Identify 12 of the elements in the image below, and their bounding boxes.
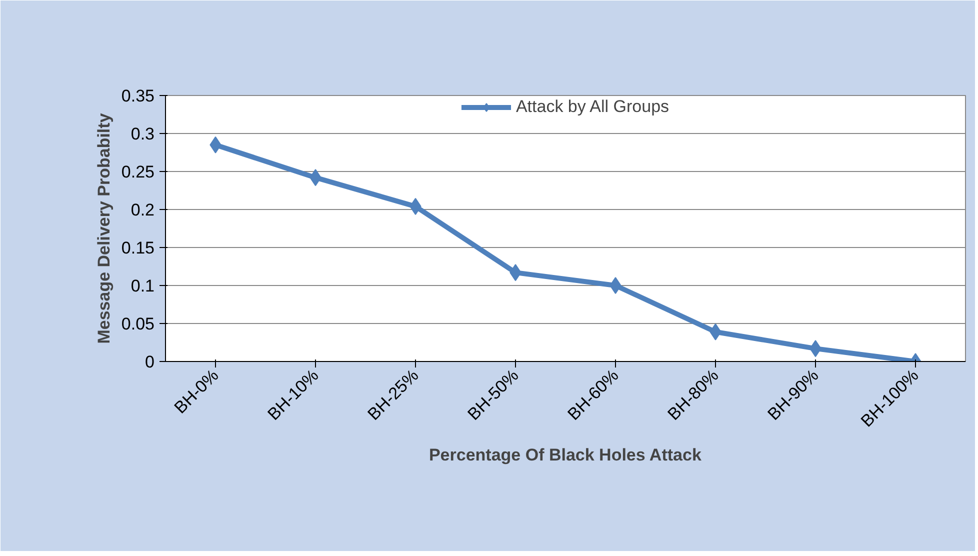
y-axis-title: Message Delivery Probabilty — [94, 112, 114, 344]
legend-label: Attack by All Groups — [516, 97, 670, 117]
y-tick-label: 0.05 — [121, 314, 155, 334]
x-axis-title: Percentage Of Black Holes Attack — [428, 445, 702, 464]
y-tick-label: 0.35 — [121, 86, 155, 106]
point — [610, 277, 622, 294]
y-tick-label: 0.1 — [130, 276, 155, 296]
y-tick-label: 0.25 — [121, 162, 155, 182]
y-tick-label: 0.15 — [121, 238, 155, 258]
y-tick-label: 0 — [145, 352, 155, 372]
y-tick-label: 0.2 — [130, 200, 155, 220]
y-tick-label: 0.3 — [130, 124, 155, 144]
